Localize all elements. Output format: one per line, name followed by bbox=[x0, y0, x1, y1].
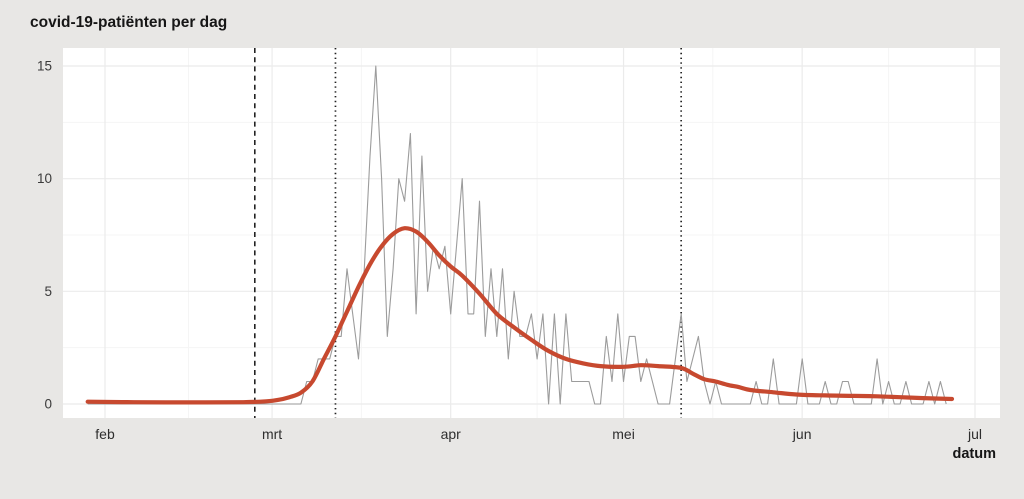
x-tick-label: feb bbox=[95, 426, 115, 442]
plot-panel bbox=[63, 48, 1000, 418]
x-tick-label: jul bbox=[967, 426, 982, 442]
x-tick-label: apr bbox=[441, 426, 462, 442]
x-axis-title: datum bbox=[952, 446, 997, 462]
x-tick-label: mrt bbox=[262, 426, 282, 442]
x-tick-label: jun bbox=[792, 426, 812, 442]
x-tick-label: mei bbox=[612, 426, 635, 442]
y-tick-label: 15 bbox=[37, 59, 52, 74]
chart-title: covid-19-patiënten per dag bbox=[30, 14, 228, 31]
y-tick-label: 10 bbox=[37, 171, 52, 186]
trend-line bbox=[85, 226, 955, 405]
y-tick-label: 0 bbox=[44, 397, 52, 412]
y-tick-label: 5 bbox=[44, 284, 52, 299]
